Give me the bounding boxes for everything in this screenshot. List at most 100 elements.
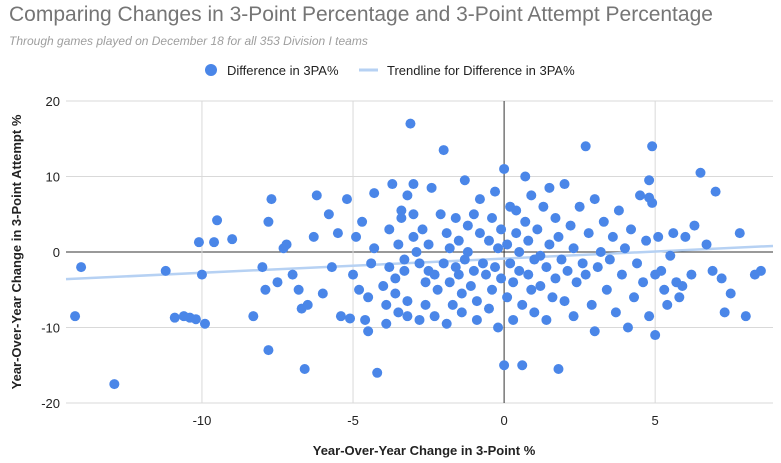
data-point	[76, 262, 87, 273]
data-point	[390, 288, 401, 299]
data-point	[477, 258, 488, 269]
data-point	[589, 194, 600, 205]
data-point	[677, 280, 688, 291]
y-tick-label: 10	[46, 170, 60, 185]
data-point	[511, 228, 522, 239]
data-point	[109, 379, 120, 390]
data-point	[559, 296, 570, 307]
data-point	[565, 220, 576, 231]
data-point	[505, 258, 516, 269]
data-point	[263, 345, 274, 356]
data-point	[281, 239, 292, 250]
y-tick-label: 20	[46, 94, 60, 109]
data-point	[393, 307, 404, 318]
data-point	[526, 190, 537, 201]
data-point	[429, 311, 440, 322]
data-point	[586, 299, 597, 310]
data-point	[613, 205, 624, 216]
data-point	[502, 239, 513, 250]
y-axis-title: Year-Over-Year Change in 3-Point Attempt…	[9, 114, 24, 389]
data-point	[725, 288, 736, 299]
data-point	[487, 284, 498, 295]
data-point	[248, 311, 259, 322]
data-point	[227, 234, 238, 245]
data-point	[514, 247, 525, 257]
data-point	[384, 224, 395, 235]
y-tick-label: -10	[41, 321, 60, 336]
data-point	[559, 179, 570, 190]
data-point	[541, 314, 552, 325]
data-point	[423, 239, 434, 250]
data-point	[462, 220, 473, 231]
x-tick-label: 5	[652, 413, 659, 428]
data-point	[550, 213, 561, 224]
data-point	[553, 231, 564, 242]
data-point	[465, 280, 476, 291]
data-point	[490, 262, 501, 273]
data-point	[483, 303, 494, 314]
data-point	[493, 322, 504, 333]
data-point	[341, 194, 352, 205]
data-point	[601, 284, 612, 295]
data-point	[535, 280, 546, 291]
data-point	[357, 216, 368, 227]
data-point	[619, 243, 630, 254]
data-point	[511, 205, 522, 216]
data-point	[408, 179, 419, 190]
data-point	[453, 235, 464, 246]
data-point	[293, 284, 304, 295]
data-point	[520, 171, 531, 182]
data-point	[568, 243, 579, 254]
data-point	[453, 269, 464, 280]
data-point	[384, 262, 395, 273]
data-point	[659, 284, 670, 295]
data-point	[435, 209, 446, 220]
data-point	[483, 235, 494, 246]
legend-label-points: Difference in 3PA%	[227, 63, 339, 78]
axis-ticks: -20 -10 0 10 20 -10 -5 0 5	[41, 94, 659, 428]
x-tick-label: -10	[193, 413, 212, 428]
data-point	[402, 190, 413, 201]
data-point	[323, 209, 334, 220]
data-point	[622, 322, 633, 333]
data-point	[363, 292, 374, 303]
data-point	[707, 265, 718, 276]
data-point	[517, 299, 528, 310]
data-point	[662, 299, 673, 310]
data-point	[399, 254, 410, 265]
data-point	[369, 188, 380, 199]
data-point	[680, 231, 691, 242]
data-point	[686, 269, 697, 280]
legend: Difference in 3PA% Trendline for Differe…	[205, 63, 575, 78]
data-point	[272, 277, 283, 288]
data-point	[474, 194, 485, 205]
data-point	[393, 239, 404, 250]
data-point	[263, 216, 274, 227]
data-point	[471, 314, 482, 325]
data-point	[695, 167, 706, 178]
data-point	[266, 194, 277, 205]
data-point	[468, 209, 479, 220]
data-point	[499, 360, 510, 371]
data-point	[701, 239, 712, 250]
data-point	[583, 228, 594, 239]
data-point	[381, 318, 392, 329]
data-point	[595, 247, 606, 257]
data-point	[354, 284, 365, 295]
data-point	[257, 262, 268, 273]
data-point	[523, 235, 534, 246]
data-point	[755, 265, 766, 276]
data-point	[580, 269, 591, 280]
data-point	[665, 250, 676, 261]
data-point	[459, 254, 470, 265]
data-point	[335, 311, 346, 322]
x-axis-title: Year-Over-Year Change in 3-Point %	[313, 443, 536, 458]
data-point	[490, 186, 501, 197]
data-point	[710, 186, 721, 197]
data-point	[429, 269, 440, 280]
data-point	[420, 299, 431, 310]
data-point	[502, 292, 513, 303]
data-point	[396, 205, 407, 216]
data-point	[193, 237, 204, 248]
